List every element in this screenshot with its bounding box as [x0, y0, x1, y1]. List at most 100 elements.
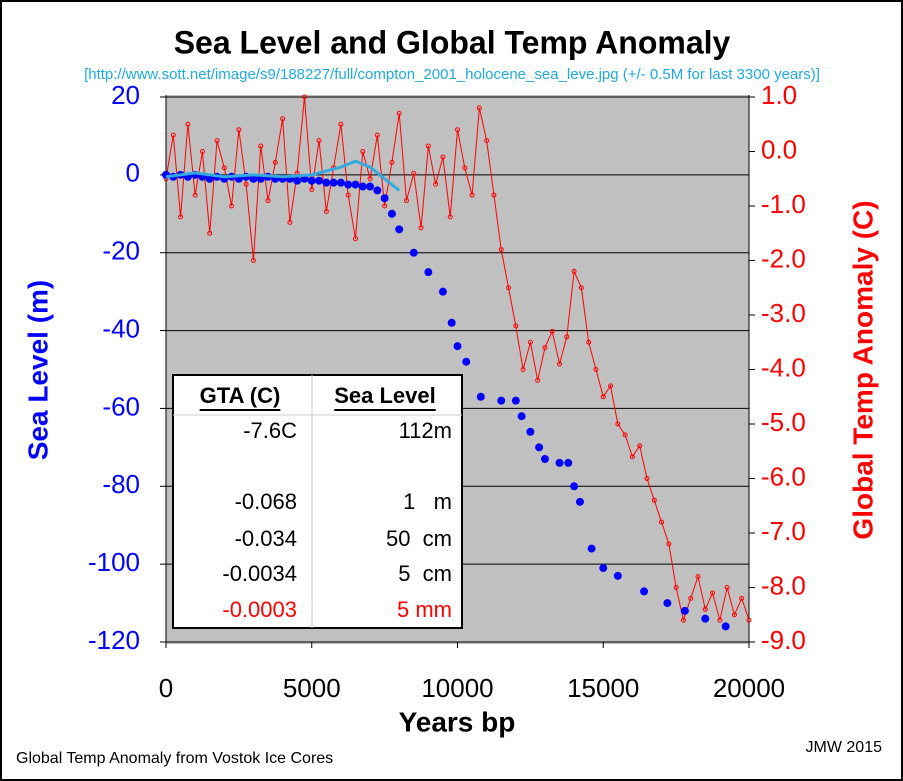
data-point	[351, 180, 360, 189]
data-point	[374, 132, 380, 138]
data-point	[438, 287, 447, 296]
data-point	[695, 574, 701, 580]
data-point	[640, 587, 649, 596]
data-point	[258, 143, 264, 149]
data-point	[535, 377, 541, 383]
data-point	[527, 339, 533, 345]
data-point	[564, 334, 570, 340]
data-point	[329, 178, 338, 187]
data-point	[666, 541, 672, 547]
data-point	[170, 132, 176, 138]
data-point	[366, 182, 375, 191]
table-cell: -7.6C	[243, 418, 297, 443]
data-point	[214, 138, 220, 144]
data-point	[250, 258, 256, 263]
data-point	[249, 174, 258, 183]
data-point	[453, 342, 462, 351]
table-cell: 5 cm	[398, 561, 452, 586]
data-point	[680, 606, 689, 615]
y2-tick-label: -9.0	[761, 625, 806, 655]
x-axis-label: Years bp	[399, 706, 516, 737]
footnote: Global Temp Anomaly from Vostok Ice Core…	[16, 750, 333, 767]
data-point	[571, 268, 577, 274]
data-point	[688, 595, 694, 601]
data-point	[367, 176, 373, 182]
data-point	[615, 421, 621, 427]
data-point	[570, 482, 579, 491]
data-point	[557, 361, 563, 367]
data-point	[680, 617, 686, 623]
table-cell: 1 m	[403, 489, 452, 514]
data-point	[358, 182, 367, 191]
data-point	[476, 105, 482, 111]
table-box	[172, 374, 463, 629]
data-point	[663, 599, 672, 608]
y2-tick-label: -7.0	[761, 516, 806, 546]
data-point	[229, 203, 235, 209]
data-point	[221, 165, 227, 171]
data-point	[336, 178, 345, 187]
data-point	[424, 268, 433, 277]
data-point	[587, 544, 596, 553]
data-point	[599, 564, 608, 573]
data-point	[447, 214, 453, 220]
data-point	[586, 339, 592, 345]
y2-tick-label: 0.0	[761, 134, 797, 164]
data-point	[724, 585, 730, 590]
data-point	[622, 432, 628, 438]
data-point	[497, 396, 506, 405]
x-tick-label: 20000	[713, 673, 785, 703]
data-point	[344, 180, 353, 189]
data-point	[301, 94, 307, 100]
data-point	[593, 367, 599, 372]
data-point	[396, 110, 402, 116]
data-point	[309, 187, 315, 193]
data-point	[323, 208, 329, 214]
credit: JMW 2015	[806, 739, 883, 756]
y-tick-label: -100	[88, 547, 140, 577]
data-point	[600, 394, 606, 400]
y-tick-label: -120	[88, 625, 140, 655]
data-point	[710, 590, 716, 596]
data-point	[540, 455, 549, 464]
y2-tick-label: -6.0	[761, 461, 806, 491]
data-point	[395, 225, 404, 234]
data-point	[517, 412, 526, 421]
data-point	[469, 192, 475, 198]
data-point	[578, 285, 584, 291]
table-cell: -0.034	[235, 526, 297, 551]
table-header: GTA (C)	[200, 383, 281, 408]
data-line	[165, 159, 401, 192]
data-point	[498, 247, 504, 253]
y-tick-label: 0	[126, 158, 140, 188]
y2-tick-label: -4.0	[761, 352, 806, 382]
data-point	[575, 497, 584, 506]
data-point	[721, 622, 730, 631]
data-point	[205, 174, 214, 183]
y-tick-label: 20	[111, 80, 140, 110]
y-tick-label: -40	[102, 313, 140, 343]
data-point	[236, 127, 242, 133]
y-tick-label: -60	[102, 391, 140, 421]
table-cell: 50 cm	[386, 526, 452, 551]
data-point	[373, 186, 382, 195]
data-point	[352, 236, 358, 242]
y-tick-label: -20	[102, 236, 140, 266]
y2-tick-label: -5.0	[761, 407, 806, 437]
data-point	[185, 121, 191, 127]
data-point	[287, 219, 293, 225]
data-point	[462, 165, 468, 171]
x-tick-label: 0	[159, 673, 173, 703]
data-point	[484, 138, 490, 144]
data-point	[535, 443, 544, 452]
data-point	[637, 443, 643, 449]
data-point	[360, 149, 366, 154]
data-point	[207, 230, 213, 236]
data-point	[613, 571, 622, 580]
data-point	[739, 595, 745, 601]
data-point	[387, 209, 396, 218]
data-point	[433, 181, 439, 187]
data-point	[178, 214, 184, 220]
y2-axis-label: Global Temp Anomaly (C)	[847, 200, 878, 539]
data-point	[272, 159, 278, 165]
